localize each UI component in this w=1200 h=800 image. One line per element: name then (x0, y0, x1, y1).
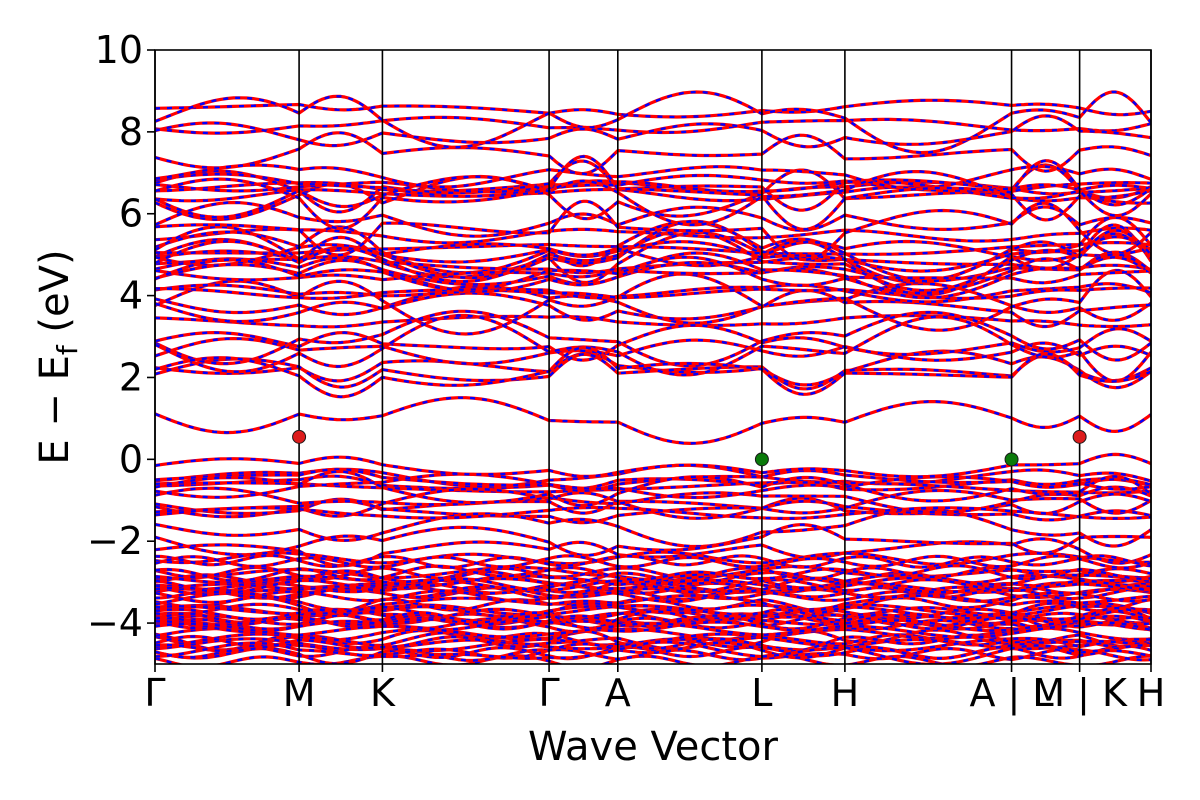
vbm-marker (1004, 452, 1019, 467)
plot-frame (154, 49, 1152, 665)
y-tick-label: −2 (87, 519, 143, 563)
band-spin-down (155, 346, 1151, 399)
band-spin-up (155, 172, 1151, 198)
band-spin-down (155, 647, 1151, 664)
band-spin-up (155, 281, 1151, 325)
band-spin-up (155, 282, 1151, 304)
y-axis-title: E − Ef (eV) (32, 249, 84, 464)
cbm-marker (292, 429, 307, 444)
x-tick-label: A (605, 671, 631, 715)
band-spin-up (155, 114, 1151, 149)
band-spin-down (155, 653, 1151, 664)
y-tick-label: 4 (119, 274, 143, 318)
band-spin-up (155, 487, 1151, 520)
band-spin-up (155, 226, 1151, 245)
y-tick-label: 8 (119, 110, 143, 154)
band-spin-up (155, 621, 1151, 639)
band-spin-down (155, 286, 1151, 300)
y-tick-label: 10 (95, 28, 143, 72)
band-spin-down (155, 289, 1151, 328)
x-tick-label: Γ (538, 671, 559, 715)
band-spin-up (155, 550, 1151, 566)
x-tick-label: K (370, 671, 396, 715)
band-spin-up (155, 185, 1151, 203)
band-spin-down (155, 220, 1151, 284)
x-tick-label: L (751, 671, 772, 715)
y-axis-ticks: −4 −2 0 2 4 6 8 10 (87, 28, 155, 645)
band-spin-down (155, 170, 1151, 226)
band-spin-down (155, 324, 1151, 362)
band-spin-down (155, 253, 1151, 295)
band-spin-down (155, 337, 1151, 365)
band-spin-up (155, 618, 1151, 634)
band-spin-up (155, 474, 1151, 492)
band-spin-up (155, 632, 1151, 653)
band-spin-down (155, 593, 1151, 615)
band-spin-down (155, 589, 1151, 604)
vbm-marker (754, 452, 769, 467)
y-axis-title-subscript: f (51, 344, 84, 355)
band-spin-up (155, 200, 1151, 238)
band-spin-down (155, 269, 1151, 336)
band-spin-up (155, 267, 1151, 285)
band-spin-down (155, 131, 1151, 175)
band-spin-down (155, 506, 1151, 520)
band-spin-down (155, 566, 1151, 581)
band-spin-up (155, 98, 1151, 119)
y-tick-label: 0 (119, 437, 143, 481)
band-spin-down (155, 554, 1151, 570)
x-tick-label: M | K (1032, 671, 1128, 716)
band-spin-down (155, 200, 1151, 261)
band-spin-down (155, 163, 1151, 190)
band-spin-up (155, 90, 1151, 155)
band-spin-down (155, 554, 1151, 569)
band-spin-up (155, 452, 1151, 479)
bands-layer (155, 90, 1151, 664)
y-tick-label: 2 (119, 355, 143, 399)
band-spin-down (155, 229, 1151, 292)
band-spin-up (155, 591, 1151, 613)
band-spin-down (155, 241, 1151, 256)
band-spin-up (155, 250, 1151, 300)
x-tick-label: Γ (144, 671, 165, 715)
special-points-layer (292, 429, 1087, 467)
y-tick-label: −4 (87, 601, 143, 645)
y-axis-title-unit: (eV) (32, 249, 78, 345)
band-spin-down (155, 159, 1151, 214)
cbm-marker (1072, 429, 1087, 444)
y-axis-title-main: E − E (32, 355, 78, 465)
band-spin-down (155, 353, 1151, 390)
x-tick-label: H (831, 671, 860, 715)
x-tick-label: H (1137, 671, 1166, 715)
band-spin-up (155, 115, 1151, 135)
band-spin-down (155, 310, 1151, 368)
y-tick-label: 6 (119, 192, 143, 236)
band-spin-down (155, 640, 1151, 664)
band-spin-up (155, 507, 1151, 549)
x-tick-label: M (283, 671, 316, 715)
band-spin-down (155, 240, 1151, 271)
x-axis-title: Wave Vector (528, 724, 779, 770)
band-spin-down (155, 314, 1151, 328)
band-spin-down (155, 90, 1151, 154)
x-tick-label: A | L (969, 671, 1053, 716)
band-spin-down (155, 470, 1151, 507)
band-spin-down (155, 644, 1151, 660)
band-spin-down (155, 577, 1151, 594)
band-spin-up (155, 396, 1151, 445)
band-spin-up (155, 472, 1151, 500)
band-spin-down (155, 564, 1151, 583)
band-spin-down (155, 314, 1151, 383)
band-spin-down (155, 492, 1151, 515)
band-spin-down (155, 155, 1151, 231)
band-spin-down (155, 481, 1151, 494)
